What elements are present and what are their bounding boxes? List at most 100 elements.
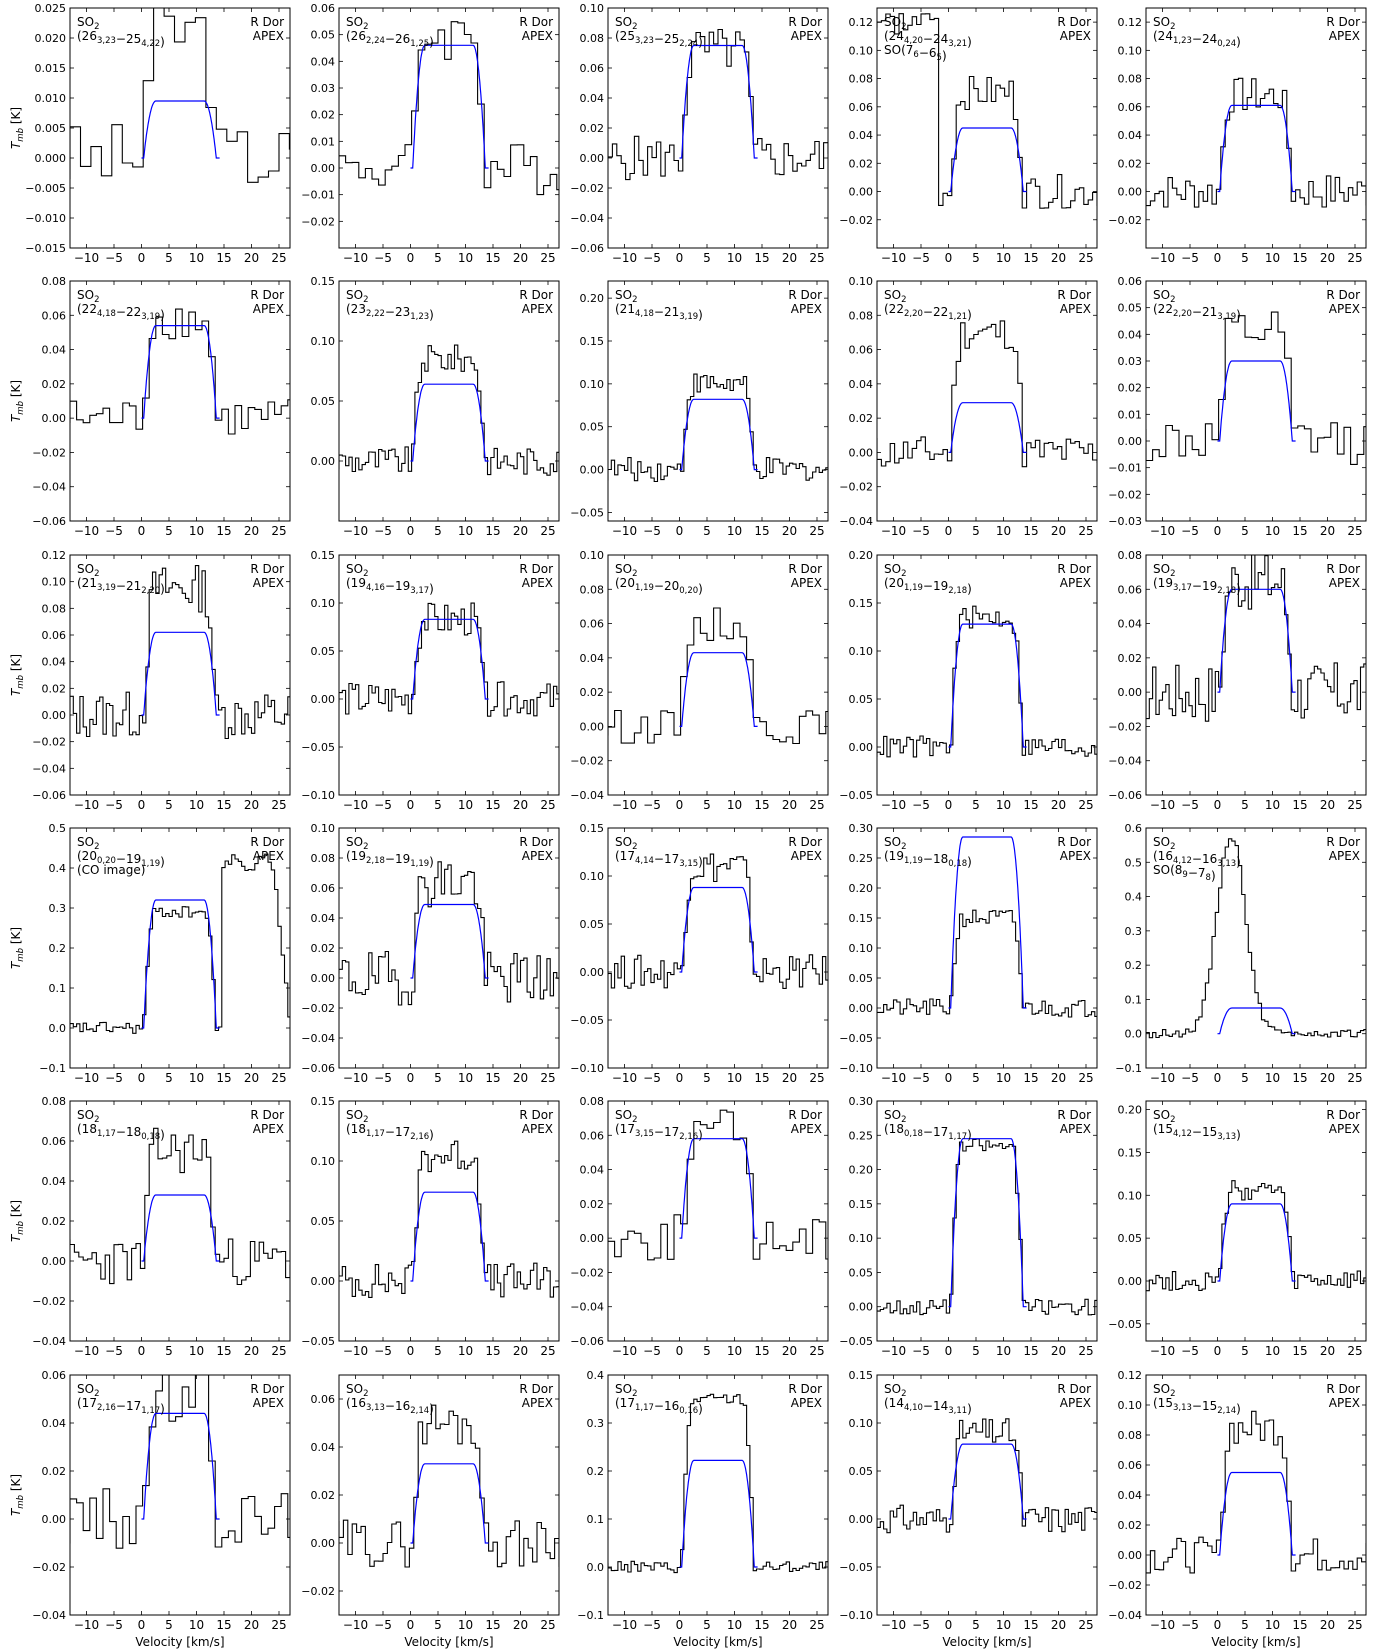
y-tick-label: −0.02 xyxy=(32,1295,66,1308)
x-tick-label: 10 xyxy=(727,1071,742,1085)
observed-spectrum xyxy=(70,1375,290,1549)
y-tick-label: 0.05 xyxy=(1118,1232,1143,1245)
species-label: SO2 xyxy=(1153,1382,1175,1399)
star-label: R Dor xyxy=(788,835,822,849)
x-tick-label: 5 xyxy=(165,1071,173,1085)
y-tick-label: 0.10 xyxy=(311,597,336,610)
y-tick-label: 0.3 xyxy=(587,1417,605,1430)
spectrum-panel: −10 −5 0 5 10 15 20 25 −0.04 −0.02 0.00 0.02 0.04 0.0… xyxy=(9,1095,291,1358)
model-profile xyxy=(1217,1471,1296,1556)
y-tick-label: 0.04 xyxy=(1118,1489,1143,1502)
y-tick-label: 0.025 xyxy=(35,2,67,15)
y-tick-label: 0.04 xyxy=(849,378,874,391)
x-tick-label: 20 xyxy=(1051,1618,1066,1632)
x-tick-label: 5 xyxy=(1241,1618,1249,1632)
spectrum-panel: −10 −5 0 5 10 15 20 25 −0.10 −0.05 0.00 0.05 0.10 0.1… xyxy=(570,822,829,1085)
y-tick-label: −0.10 xyxy=(839,1062,873,1075)
y-tick-label: 0.08 xyxy=(580,583,605,596)
x-tick-label: 5 xyxy=(1241,251,1249,265)
x-tick-label: 15 xyxy=(1023,1618,1038,1632)
y-tick-label: −0.010 xyxy=(25,212,66,225)
x-tick-label: −10 xyxy=(1150,1344,1175,1358)
y-tick-label: 0.08 xyxy=(580,1095,605,1108)
x-tick-label: 20 xyxy=(782,524,797,538)
x-tick-label: 15 xyxy=(485,798,500,812)
y-tick-label: 0.06 xyxy=(42,629,67,642)
transition-label: (232,22−231,23) xyxy=(346,302,434,322)
x-tick-label: 20 xyxy=(244,524,259,538)
x-tick-label: 25 xyxy=(809,524,824,538)
plot-frame xyxy=(1145,827,1367,1069)
x-tick-label: 20 xyxy=(1051,251,1066,265)
y-tick-label: 0.1 xyxy=(587,1513,605,1526)
x-tick-label: 25 xyxy=(540,524,555,538)
y-tick-label: 0.00 xyxy=(580,152,605,165)
species-label: SO2 xyxy=(884,1382,906,1399)
transition-label: (244,20−243,21) xyxy=(884,29,972,49)
spectrum-panel: −10 −5 0 5 10 15 20 25 −0.02 0.00 0.02 0.04 0.06 SO2(… xyxy=(301,1374,560,1649)
y-tick-label: 0.000 xyxy=(35,152,67,165)
y-tick-label: 0.04 xyxy=(42,1175,67,1188)
observed-spectrum xyxy=(608,1109,828,1261)
plot-frame xyxy=(876,554,1098,796)
y-tick-label: 0.06 xyxy=(580,618,605,631)
star-label: R Dor xyxy=(1057,1108,1091,1122)
y-tick-label: 0.05 xyxy=(849,1266,874,1279)
y-tick-label: 0.30 xyxy=(849,1095,874,1108)
model-profile xyxy=(948,1443,1027,1520)
x-tick-label: −10 xyxy=(881,524,906,538)
x-tick-label: 15 xyxy=(216,1344,231,1358)
y-tick-label: −0.05 xyxy=(839,1561,873,1574)
y-tick-label: 0.4 xyxy=(1125,891,1143,904)
model-profile xyxy=(679,1138,758,1239)
y-tick-label: 0.08 xyxy=(1118,73,1143,86)
y-tick-label: 0.04 xyxy=(1118,618,1143,631)
model-profile xyxy=(1217,588,1296,693)
x-tick-label: 20 xyxy=(1051,1344,1066,1358)
species-label: SO2 xyxy=(884,835,906,852)
star-label: R Dor xyxy=(1057,288,1091,302)
star-label: R Dor xyxy=(788,1382,822,1396)
x-tick-label: 25 xyxy=(809,251,824,265)
species-label: SO2 xyxy=(1153,562,1175,579)
model-profile xyxy=(679,44,758,159)
blend-label: SO(76−65) xyxy=(884,43,947,63)
x-tick-label: 0 xyxy=(138,1071,146,1085)
y-tick-label: 0.06 xyxy=(311,1393,336,1406)
x-tick-label: 5 xyxy=(165,251,173,265)
star-label: R Dor xyxy=(1326,1108,1360,1122)
y-tick-label: 0.04 xyxy=(311,1441,336,1454)
x-tick-label: 25 xyxy=(1078,1071,1093,1085)
y-tick-label: 0.00 xyxy=(849,446,874,459)
x-tick-label: 25 xyxy=(540,1618,555,1632)
y-axis-label: Tmb [K] xyxy=(9,380,26,422)
y-tick-label: 0.00 xyxy=(1118,686,1143,699)
observed-spectrum xyxy=(877,1418,1097,1534)
y-tick-label: 0.25 xyxy=(849,1129,874,1142)
x-tick-label: 20 xyxy=(513,524,528,538)
x-tick-label: −10 xyxy=(343,1618,368,1632)
x-tick-label: −10 xyxy=(1150,798,1175,812)
spectrum-panel: −10 −5 0 5 10 15 20 25 −0.05 0.00 0.05 0.10 0.15 0.20… xyxy=(1108,1100,1367,1358)
spectrum-panel: −10 −5 0 5 10 15 20 25 −0.05 0.00 0.05 0.10 0.15 0.20… xyxy=(570,280,829,538)
telescope-label: APEX xyxy=(791,576,822,590)
y-tick-label: 0.10 xyxy=(311,1155,336,1168)
y-tick-label: 0.00 xyxy=(849,741,874,754)
y-tick-label: 0.08 xyxy=(849,309,874,322)
transition-label: (172,16−171,17) xyxy=(77,1396,165,1416)
y-tick-label: −0.04 xyxy=(32,762,66,775)
star-label: R Dor xyxy=(519,835,553,849)
y-tick-label: 0.00 xyxy=(42,1513,67,1526)
x-tick-label: 10 xyxy=(458,524,473,538)
y-axis-label: Tmb [K] xyxy=(9,1200,26,1242)
model-profile xyxy=(1217,1007,1296,1035)
x-tick-label: 0 xyxy=(407,524,415,538)
observed-spectrum xyxy=(1146,1180,1366,1292)
x-tick-label: 10 xyxy=(189,1344,204,1358)
spectrum-panel: −10 −5 0 5 10 15 20 25 0.00 0.05 0.10 0.15 SO2(232,2… xyxy=(311,275,560,538)
x-tick-label: 10 xyxy=(727,524,742,538)
spectrum-panel: −10 −5 0 5 10 15 20 25 −0.06 −0.04 −0.02 0.00 0.02 0.… xyxy=(570,1095,829,1358)
x-tick-label: −10 xyxy=(612,524,637,538)
x-tick-label: −10 xyxy=(881,1618,906,1632)
x-tick-label: −10 xyxy=(74,1618,99,1632)
